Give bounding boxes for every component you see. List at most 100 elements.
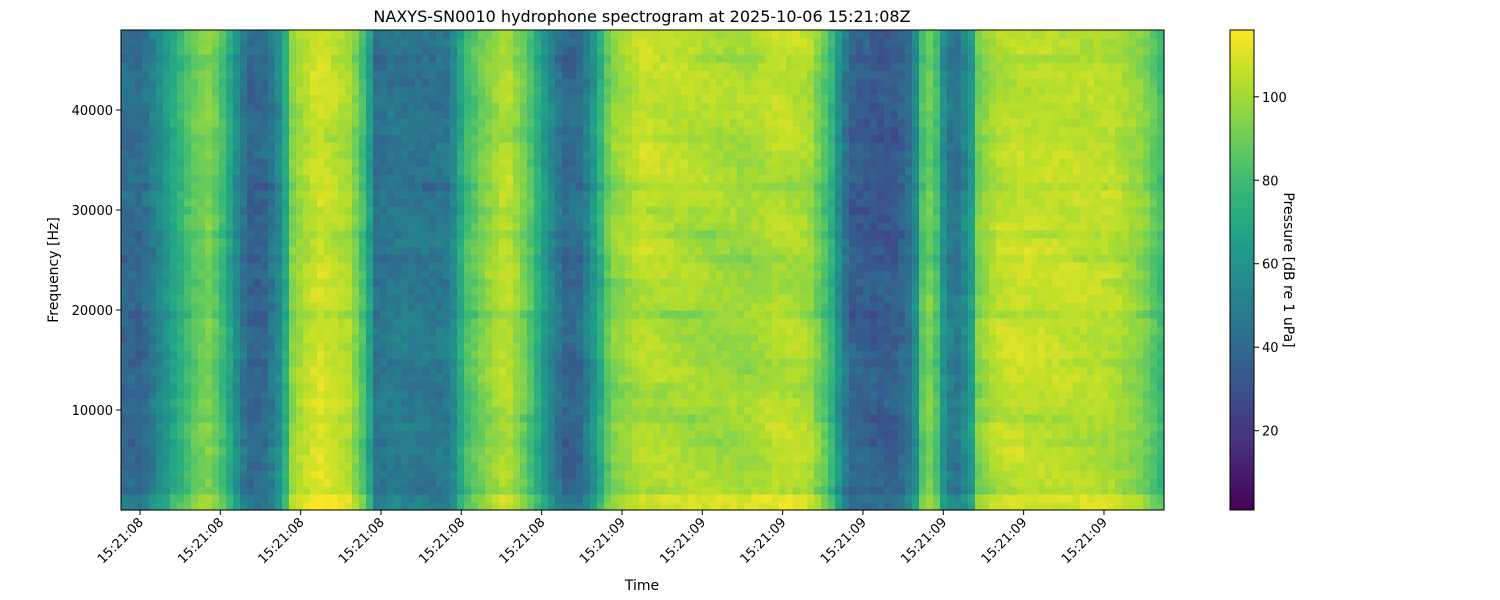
- heatmap-cell: [226, 158, 234, 167]
- heatmap-cell: [324, 278, 332, 287]
- heatmap-cell: [268, 350, 276, 359]
- heatmap-cell: [394, 118, 402, 127]
- heatmap-cell: [667, 430, 675, 439]
- heatmap-cell: [464, 422, 472, 431]
- heatmap-cell: [401, 222, 409, 231]
- heatmap-cell: [366, 326, 374, 335]
- heatmap-cell: [121, 246, 129, 255]
- heatmap-cell: [156, 70, 164, 79]
- heatmap-cell: [338, 38, 346, 47]
- heatmap-cell: [212, 262, 220, 271]
- heatmap-cell: [205, 278, 213, 287]
- heatmap-cell: [317, 134, 325, 143]
- heatmap-cell: [471, 438, 479, 447]
- heatmap-cell: [212, 342, 220, 351]
- heatmap-cell: [233, 446, 241, 455]
- heatmap-cell: [198, 118, 206, 127]
- heatmap-cell: [149, 302, 157, 311]
- heatmap-cell: [611, 502, 619, 511]
- heatmap-cell: [345, 222, 353, 231]
- heatmap-cell: [289, 478, 297, 487]
- heatmap-cell: [121, 382, 129, 391]
- heatmap-cell: [268, 334, 276, 343]
- heatmap-cell: [317, 190, 325, 199]
- heatmap-cell: [576, 302, 584, 311]
- heatmap-cell: [583, 462, 591, 471]
- heatmap-cell: [121, 326, 129, 335]
- heatmap-cell: [534, 406, 542, 415]
- heatmap-cell: [667, 270, 675, 279]
- heatmap-cell: [296, 86, 304, 95]
- heatmap-cell: [555, 422, 563, 431]
- heatmap-cell: [247, 318, 255, 327]
- heatmap-cell: [520, 102, 528, 111]
- heatmap-cell: [268, 238, 276, 247]
- heatmap-cell: [464, 262, 472, 271]
- heatmap-cell: [212, 150, 220, 159]
- heatmap-cell: [240, 310, 248, 319]
- heatmap-cell: [443, 390, 451, 399]
- heatmap-cell: [219, 134, 227, 143]
- heatmap-cell: [499, 358, 507, 367]
- heatmap-cell: [401, 182, 409, 191]
- heatmap-cell: [506, 398, 514, 407]
- heatmap-cell: [212, 422, 220, 431]
- heatmap-cell: [219, 478, 227, 487]
- heatmap-cell: [492, 350, 500, 359]
- heatmap-cell: [443, 302, 451, 311]
- heatmap-cell: [142, 422, 150, 431]
- heatmap-cell: [653, 390, 661, 399]
- heatmap-cell: [142, 166, 150, 175]
- heatmap-cell: [352, 470, 360, 479]
- heatmap-cell: [240, 374, 248, 383]
- heatmap-cell: [464, 134, 472, 143]
- heatmap-cell: [541, 390, 549, 399]
- heatmap-cell: [170, 150, 178, 159]
- heatmap-cell: [303, 262, 311, 271]
- heatmap-cell: [576, 102, 584, 111]
- heatmap-cell: [275, 494, 283, 503]
- heatmap-cell: [639, 142, 647, 151]
- heatmap-cell: [289, 214, 297, 223]
- heatmap-cell: [373, 374, 381, 383]
- heatmap-cell: [527, 126, 535, 135]
- heatmap-cell: [499, 78, 507, 87]
- heatmap-cell: [226, 350, 234, 359]
- heatmap-cell: [625, 214, 633, 223]
- heatmap-cell: [254, 118, 262, 127]
- heatmap-cell: [499, 462, 507, 471]
- heatmap-cell: [205, 110, 213, 119]
- heatmap-cell: [408, 142, 416, 151]
- heatmap-cell: [212, 366, 220, 375]
- heatmap-cell: [562, 382, 570, 391]
- heatmap-cell: [408, 398, 416, 407]
- heatmap-cell: [282, 262, 290, 271]
- heatmap-cell: [639, 174, 647, 183]
- heatmap-cell: [373, 446, 381, 455]
- heatmap-cell: [163, 366, 171, 375]
- heatmap-cell: [408, 262, 416, 271]
- heatmap-cell: [128, 230, 136, 239]
- heatmap-cell: [506, 126, 514, 135]
- heatmap-cell: [450, 102, 458, 111]
- heatmap-cell: [401, 438, 409, 447]
- heatmap-cell: [142, 110, 150, 119]
- heatmap-cell: [436, 462, 444, 471]
- heatmap-cell: [268, 278, 276, 287]
- heatmap-cell: [366, 502, 374, 511]
- heatmap-cell: [345, 286, 353, 295]
- heatmap-cell: [156, 166, 164, 175]
- heatmap-cell: [331, 78, 339, 87]
- heatmap-cell: [380, 230, 388, 239]
- heatmap-cell: [170, 142, 178, 151]
- heatmap-cell: [695, 206, 703, 215]
- heatmap-cell: [212, 462, 220, 471]
- heatmap-cell: [471, 126, 479, 135]
- heatmap-cell: [541, 350, 549, 359]
- heatmap-cell: [681, 270, 689, 279]
- heatmap-cell: [296, 126, 304, 135]
- heatmap-cell: [135, 54, 143, 63]
- heatmap-cell: [653, 158, 661, 167]
- heatmap-cell: [520, 422, 528, 431]
- heatmap-cell: [275, 182, 283, 191]
